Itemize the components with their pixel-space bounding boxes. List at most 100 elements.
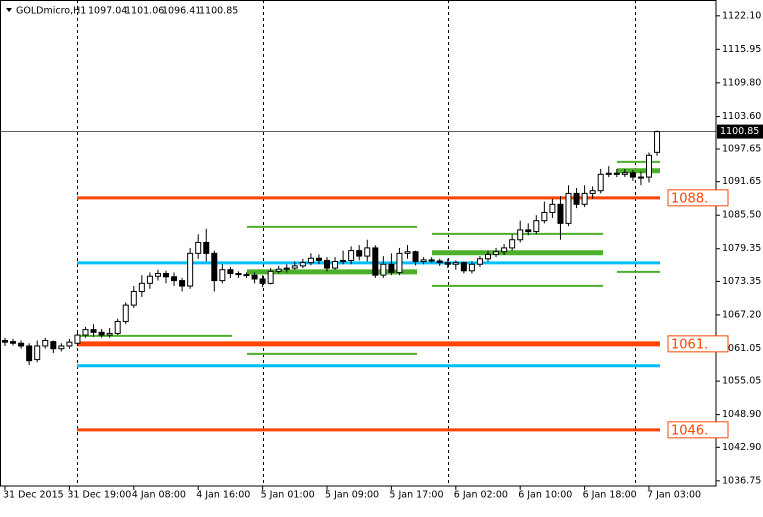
candle-body xyxy=(460,262,467,272)
candle-body xyxy=(130,290,137,306)
candle-body xyxy=(138,282,145,292)
y-tick-label: 1103.60 xyxy=(722,111,761,122)
candle-body xyxy=(10,341,17,344)
y-tick-label: 1079.35 xyxy=(722,243,761,254)
candle-body xyxy=(259,278,266,284)
candle-body xyxy=(219,269,226,282)
current-price-box xyxy=(717,124,763,139)
candle-body xyxy=(613,172,620,175)
candle-body xyxy=(493,251,500,255)
candle-body xyxy=(340,259,347,263)
x-tick-label: 31 Dec 2015 xyxy=(3,490,64,501)
x-tick-label: 6 Jan 10:00 xyxy=(518,490,572,501)
candle-body xyxy=(18,342,25,347)
candle-body xyxy=(203,241,210,254)
candle-body xyxy=(26,345,33,362)
y-tick-label: 1036.75 xyxy=(722,475,761,486)
candle-body xyxy=(283,267,290,270)
y-tick-label: 1115.95 xyxy=(722,44,761,55)
candle-body xyxy=(549,203,556,213)
candle-body xyxy=(267,270,274,284)
candle-body xyxy=(517,229,524,241)
candle-body xyxy=(557,203,564,224)
candle-body xyxy=(605,172,612,175)
y-tick-label: 1067.20 xyxy=(722,309,761,320)
candle-body xyxy=(629,172,636,178)
current-price-label: 1100.85 xyxy=(720,126,759,137)
candle-body xyxy=(275,268,282,272)
candle-body xyxy=(501,247,508,253)
candle-body xyxy=(573,192,580,205)
candle-body xyxy=(299,262,306,267)
candle-body xyxy=(2,340,8,343)
candle-body xyxy=(654,131,661,153)
candle-body xyxy=(122,304,129,322)
header-open: 1097.04 xyxy=(88,6,127,17)
y-tick-label: 1042.90 xyxy=(722,442,761,453)
candle-body xyxy=(364,247,371,257)
y-tick-label: 1109.80 xyxy=(722,77,761,88)
candle-body xyxy=(428,259,435,262)
candle-body xyxy=(171,276,178,282)
period-separators xyxy=(77,0,636,486)
menu-arrow[interactable] xyxy=(6,8,12,12)
candle-body xyxy=(163,273,169,278)
candle-body xyxy=(98,331,105,336)
candle-body xyxy=(315,257,322,261)
candle-body xyxy=(34,345,41,361)
candle-body xyxy=(637,176,644,179)
y-tick-label: 1048.90 xyxy=(722,409,761,420)
candle-body xyxy=(597,173,604,192)
y-tick-label: 1122.10 xyxy=(722,10,761,21)
y-tick-label: 1097.65 xyxy=(722,144,761,155)
candle-body xyxy=(533,220,540,233)
candle-body xyxy=(251,274,258,280)
candle-body xyxy=(468,263,475,272)
x-tick-label: 4 Jan 16:00 xyxy=(196,490,250,501)
candle-body xyxy=(114,320,121,334)
x-tick-label: 5 Jan 17:00 xyxy=(389,490,443,501)
level-label: 1046. xyxy=(671,423,708,438)
candle-body xyxy=(66,341,73,347)
candle-body xyxy=(42,340,49,347)
x-tick-label: 31 Dec 19:00 xyxy=(67,490,131,501)
candle-body xyxy=(646,154,652,178)
x-tick-label: 5 Jan 01:00 xyxy=(261,490,315,501)
candle-body xyxy=(444,262,451,265)
x-tick-label: 6 Jan 18:00 xyxy=(583,490,637,501)
candle-body xyxy=(324,259,330,269)
x-tick-label: 5 Jan 09:00 xyxy=(325,490,379,501)
candle-body xyxy=(58,345,65,350)
candle-body xyxy=(74,334,81,344)
candle-body xyxy=(211,252,218,282)
candle-body xyxy=(396,252,403,273)
header-close: 1100.85 xyxy=(199,6,238,17)
candle-body xyxy=(356,250,363,257)
plot-frame xyxy=(0,0,717,487)
candle-body xyxy=(452,262,459,265)
candle-body xyxy=(436,260,443,264)
level-label: 1088. xyxy=(671,191,708,206)
candle-body xyxy=(581,192,588,205)
y-tick-label: 1085.50 xyxy=(722,210,761,221)
x-tick-label: 7 Jan 03:00 xyxy=(647,490,701,501)
level-label-box xyxy=(667,335,729,353)
candle-body xyxy=(106,332,113,336)
candle-body xyxy=(90,329,97,333)
candle-body xyxy=(195,241,202,254)
level-label: 1061. xyxy=(671,337,708,352)
candle-body xyxy=(332,261,339,269)
candle-body xyxy=(476,258,483,265)
level-label-box xyxy=(667,421,729,439)
candle-body xyxy=(227,269,234,275)
candle-body xyxy=(404,251,411,254)
y-tick-label: 1073.35 xyxy=(722,276,761,287)
candle-body xyxy=(412,251,419,263)
candle-body xyxy=(50,341,57,350)
candle-body xyxy=(485,253,491,260)
y-tick-label: 1055.05 xyxy=(722,376,761,387)
candle-body xyxy=(525,229,532,233)
candle-body xyxy=(307,257,314,264)
candle-body xyxy=(348,250,355,261)
